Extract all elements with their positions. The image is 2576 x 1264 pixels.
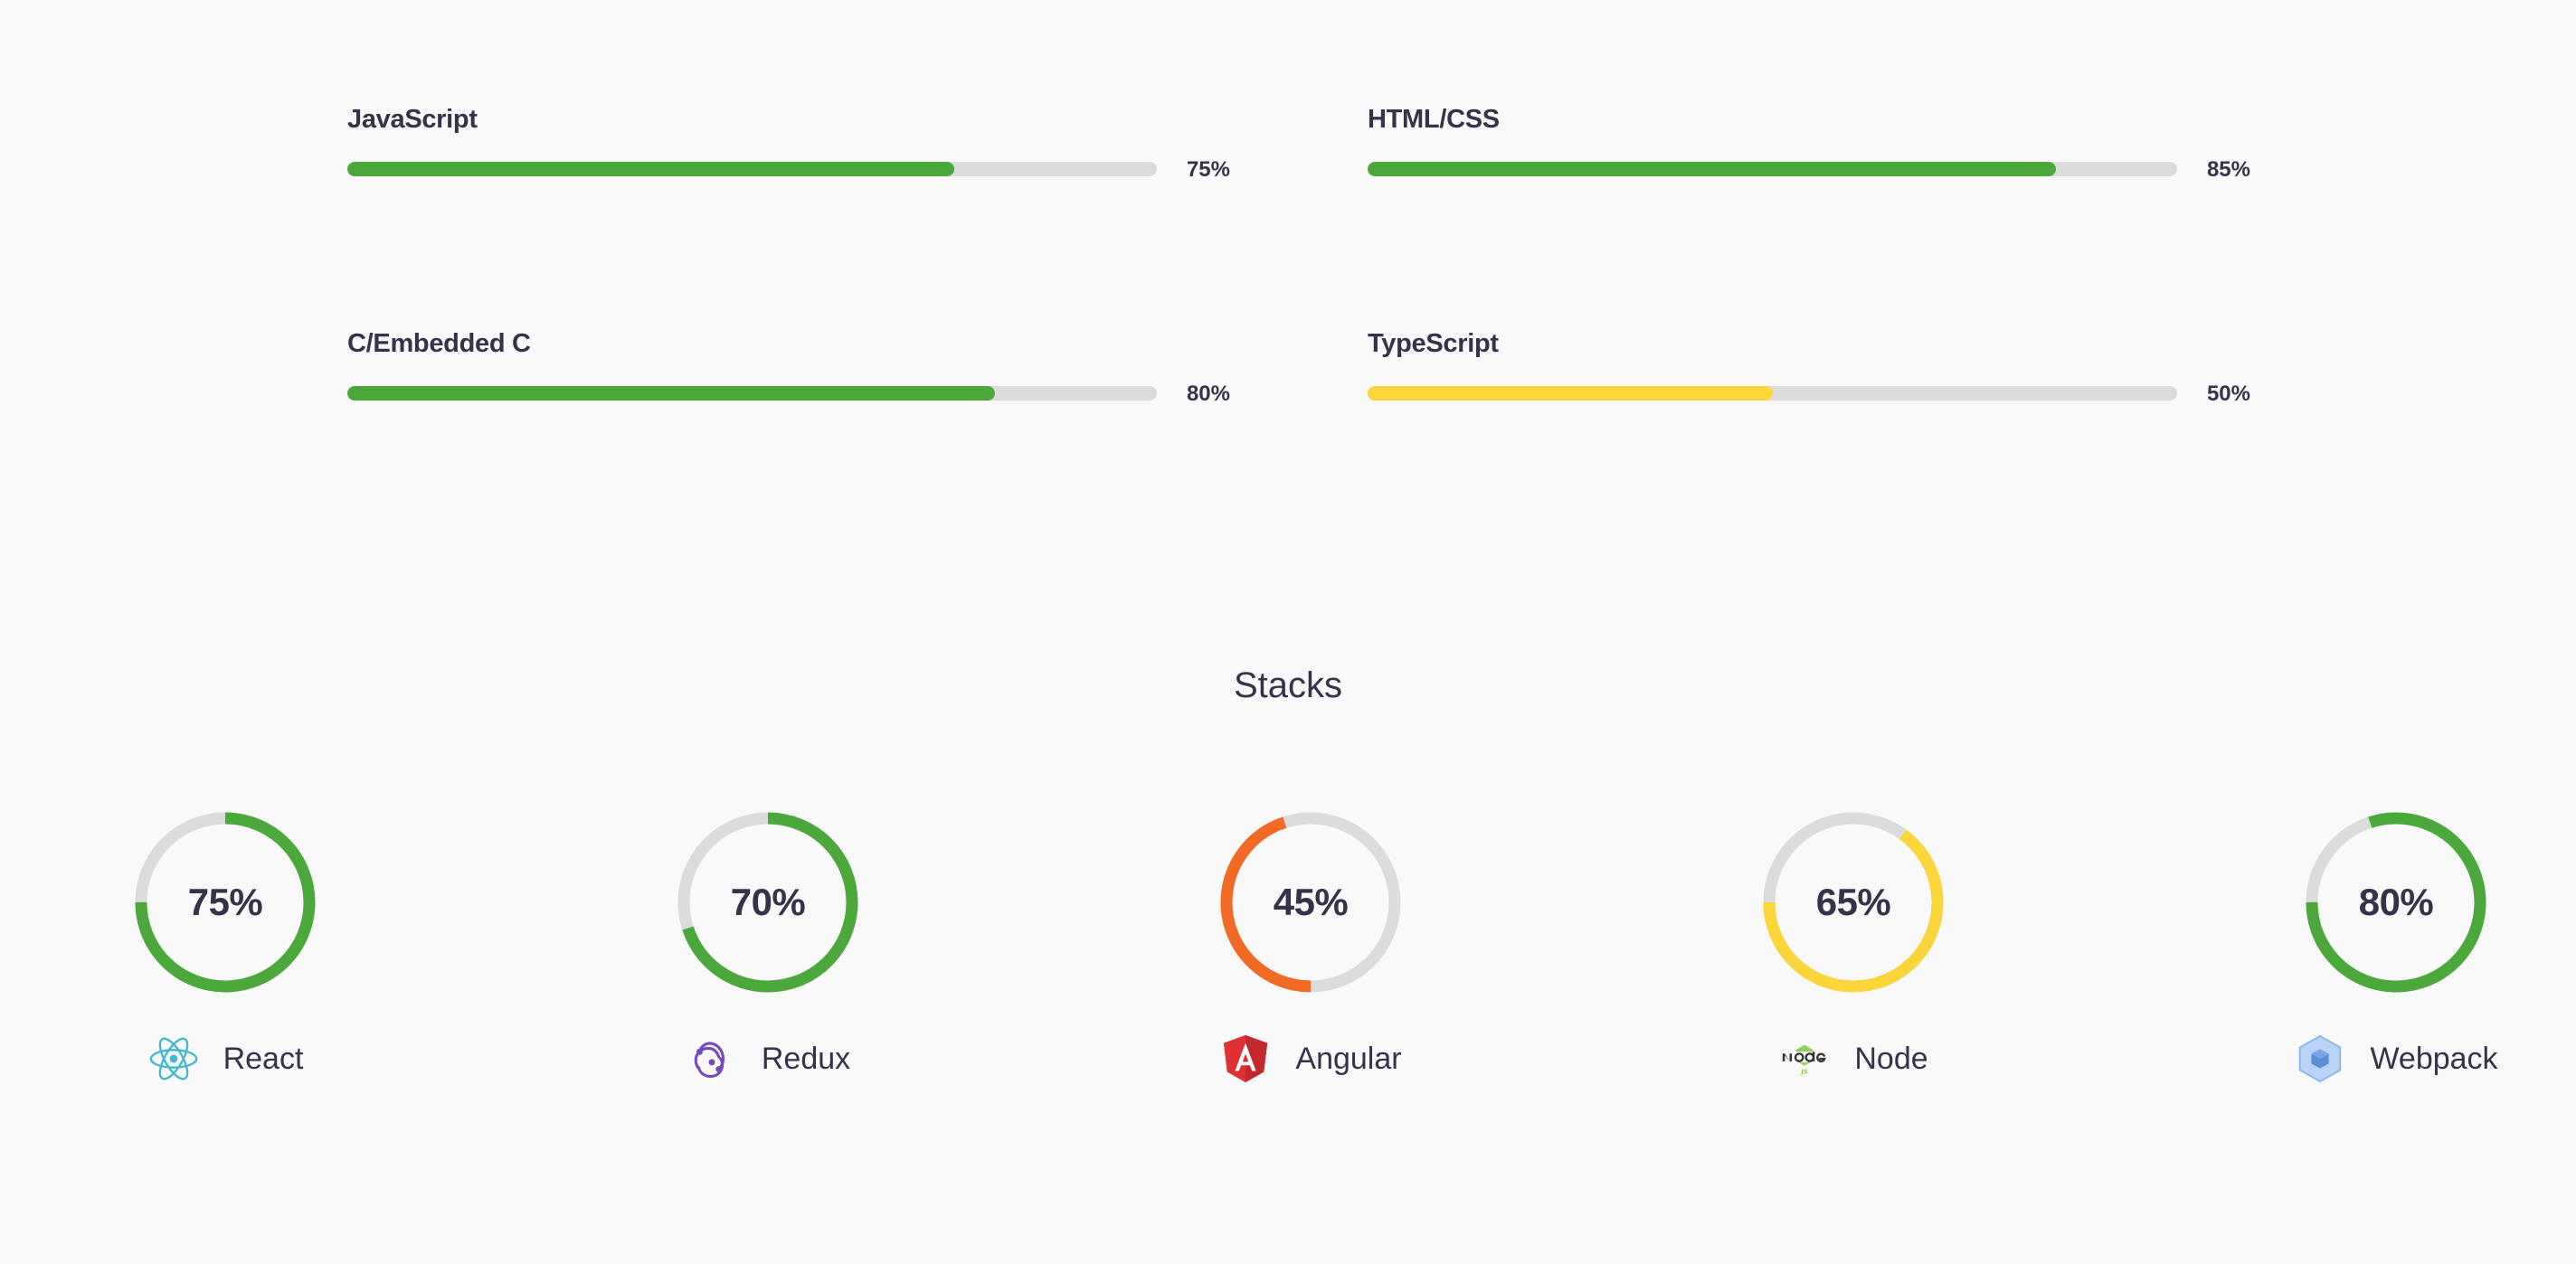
skill-progress-track <box>347 386 1157 401</box>
ring-progress <box>135 812 316 993</box>
stack-name: React <box>223 1041 304 1076</box>
ring-progress <box>1220 812 1401 993</box>
skill-progress-track <box>1368 386 2177 401</box>
skill-name: C/Embedded C <box>347 329 531 358</box>
skill-progress-fill <box>1368 386 1773 401</box>
ring-progress <box>2306 812 2486 993</box>
stack-name: Webpack <box>2370 1041 2498 1076</box>
redux-icon <box>694 1042 724 1079</box>
skill-progress-fill <box>347 162 955 176</box>
progress-ring-svg <box>677 812 858 993</box>
skill-name: TypeScript <box>1368 329 1499 358</box>
ring-percent: 80% <box>2358 881 2434 923</box>
webpack-icon <box>2299 1034 2342 1083</box>
stack-node: 65% JS Node <box>1718 812 1989 1101</box>
progress-ring <box>1220 812 1401 993</box>
skill-progress-fill <box>347 386 995 401</box>
skill-javascript: JavaScript 75% <box>347 105 1230 186</box>
skill-percent: 75% <box>1186 157 1230 182</box>
node-icon: JS <box>1780 1044 1830 1075</box>
stack-react: 75% React <box>90 812 361 1101</box>
stack-name: Redux <box>761 1041 851 1076</box>
progress-ring <box>2306 812 2486 993</box>
progress-ring-svg <box>2306 812 2486 993</box>
ring-percent: 70% <box>730 881 806 923</box>
skill-progress-track <box>347 162 1157 176</box>
ring-progress <box>677 812 858 993</box>
ring-progress <box>1763 812 1944 993</box>
ring-percent: 75% <box>187 881 263 923</box>
skill-progress-fill <box>1368 162 2056 176</box>
stack-name: Node <box>1854 1041 1928 1076</box>
skill-percent: 85% <box>2206 157 2250 182</box>
skill-typescript: TypeScript 50% <box>1368 329 2250 410</box>
stack-angular: 45% Angular <box>1175 812 1446 1101</box>
skill-progress-track <box>1368 162 2177 176</box>
progress-ring <box>1763 812 1944 993</box>
stack-label-row: Angular <box>1175 1029 1446 1089</box>
skill-html-css: HTML/CSS 85% <box>1368 105 2250 186</box>
skill-percent: 50% <box>2206 382 2250 406</box>
ring-percent: 45% <box>1273 881 1349 923</box>
stack-name: Angular <box>1295 1041 1402 1076</box>
stack-webpack: 80% Webpack <box>2260 812 2532 1101</box>
react-icon <box>149 1037 197 1080</box>
skill-name: JavaScript <box>347 105 478 134</box>
skill-c-embedded-c: C/Embedded C 80% <box>347 329 1230 410</box>
stack-label-row: Webpack <box>2260 1029 2532 1089</box>
skill-percent: 80% <box>1186 382 1230 406</box>
progress-ring-svg <box>1763 812 1944 993</box>
stack-label-row: React <box>90 1029 361 1089</box>
svg-text:JS: JS <box>1801 1068 1809 1075</box>
progress-ring <box>677 812 858 993</box>
ring-percent: 65% <box>1815 881 1891 923</box>
skill-name: HTML/CSS <box>1368 105 1500 134</box>
stack-label-row: Redux <box>632 1029 904 1089</box>
stack-redux: 70% Redux <box>632 812 904 1101</box>
progress-ring-svg <box>135 812 316 993</box>
progress-ring-svg <box>1220 812 1401 993</box>
progress-ring <box>135 812 316 993</box>
stacks-heading: Stacks <box>1233 665 1343 705</box>
angular-icon <box>1224 1034 1268 1083</box>
stack-label-row: JS Node <box>1718 1029 1989 1089</box>
